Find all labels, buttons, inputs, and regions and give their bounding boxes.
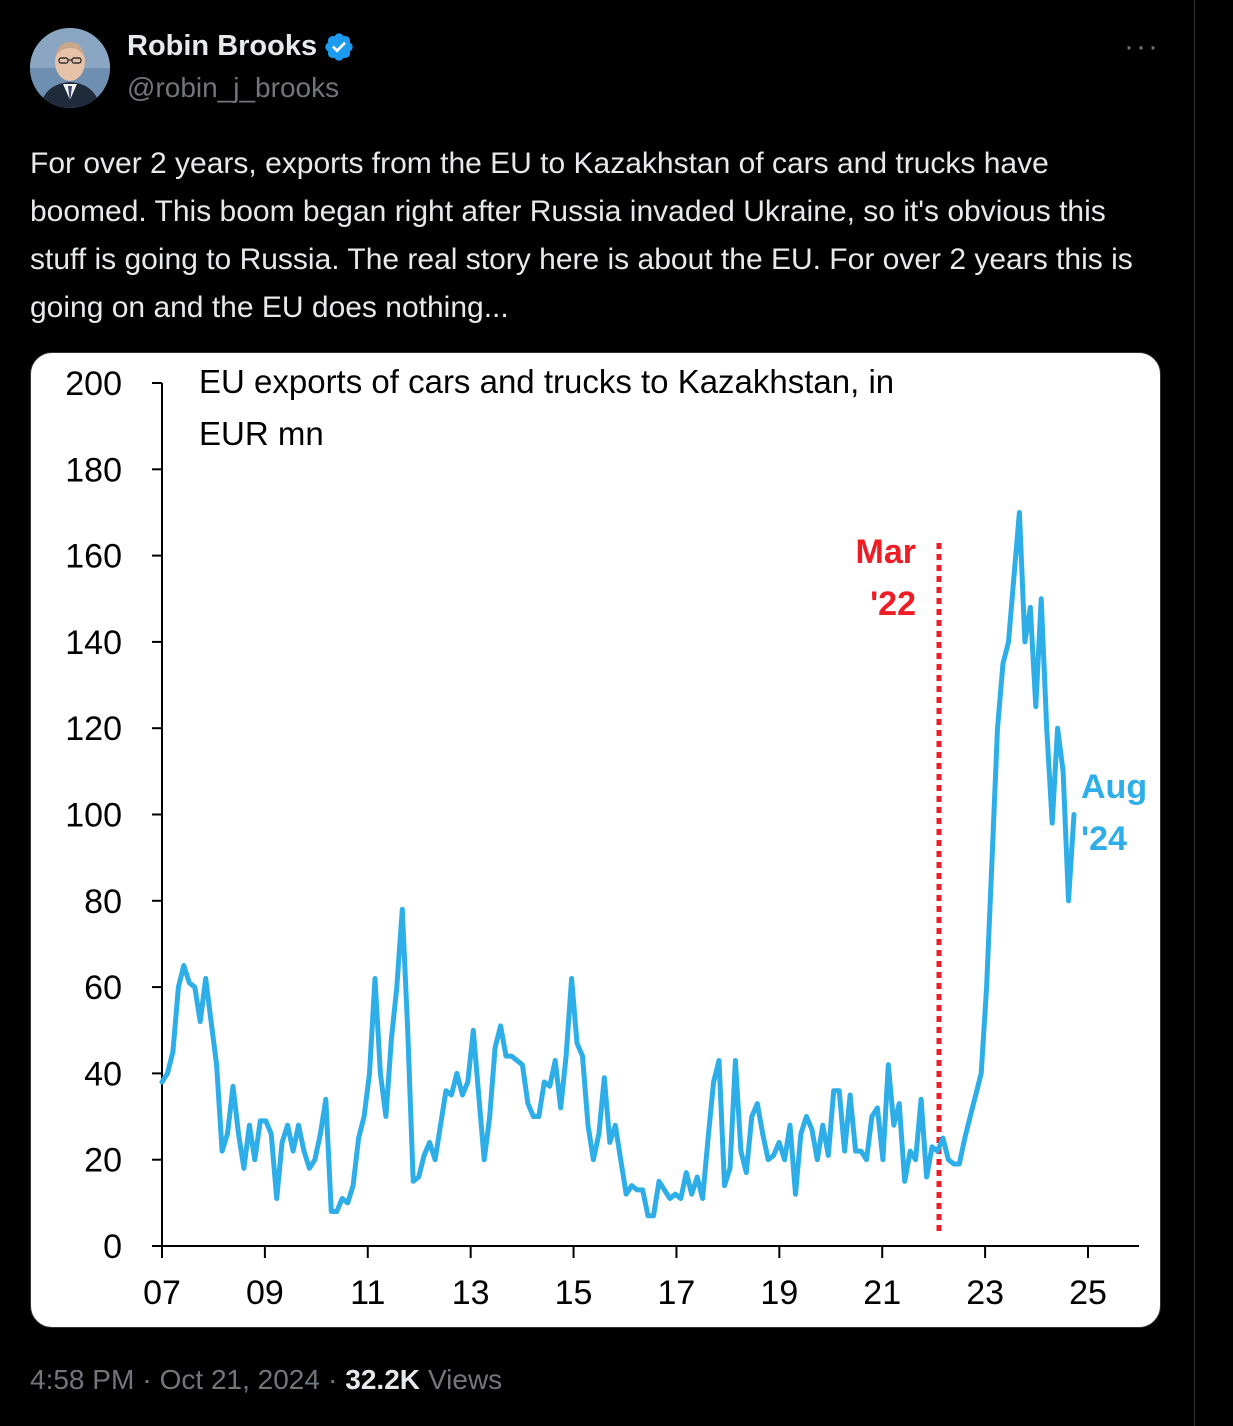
tweet-meta: 4:58 PM · Oct 21, 2024 · 32.2K Views [30,1364,502,1396]
y-tick-label: 100 [65,797,122,835]
avatar[interactable] [30,28,110,108]
timeline-border [1194,0,1195,1426]
x-tick-label: 11 [350,1274,385,1312]
x-tick-label: 15 [555,1274,593,1312]
avatar-portrait-icon [30,28,110,108]
tweet-text: For over 2 years, exports from the EU to… [30,147,1133,324]
author-name-row: Robin Brooks [127,30,355,63]
y-tick-label: 200 [65,365,122,403]
marker-label: Mar [856,533,916,571]
views-label: Views [428,1364,503,1395]
end-label: Aug [1081,768,1147,806]
y-tick-label: 160 [65,538,122,576]
end-label: '24 [1081,820,1127,858]
y-tick-label: 120 [65,710,122,748]
y-tick-label: 80 [84,883,122,921]
x-tick-label: 19 [760,1274,798,1312]
views-count: 32.2K [345,1364,420,1395]
y-tick-label: 40 [84,1055,122,1093]
marker-label: '22 [870,585,916,623]
y-tick-label: 140 [65,624,122,662]
x-tick-label: 25 [1069,1274,1107,1312]
tweet-date[interactable]: Oct 21, 2024 [159,1364,320,1395]
author-handle[interactable]: @robin_j_brooks [127,72,340,103]
author-display-name[interactable]: Robin Brooks [127,30,318,62]
meta-separator: · [327,1364,338,1395]
chart-image[interactable]: 0 20 40 60 80 100 120 140 160 180 200 07 09 11 13 15 17 1… [30,352,1161,1328]
tweet-time[interactable]: 4:58 PM [30,1364,135,1395]
x-tick-label: 13 [452,1274,490,1312]
x-tick-label: 09 [246,1274,284,1312]
x-tick-label: 17 [658,1274,696,1312]
y-tick-label: 180 [65,451,122,489]
y-tick-label: 0 [103,1228,122,1266]
y-tick-label: 60 [84,969,122,1007]
series-line [159,510,1077,1219]
chart-title-line: EU exports of cars and trucks to Kazakhs… [199,363,894,400]
chart-title-line: EUR mn [199,415,324,452]
y-tick-label: 20 [84,1142,122,1180]
x-tick-label: 07 [143,1274,181,1312]
meta-separator: · [142,1364,152,1395]
more-horizontal-icon[interactable]: ··· [1124,30,1160,63]
verified-badge-icon[interactable] [323,31,355,63]
line-chart: 0 20 40 60 80 100 120 140 160 180 200 07 09 11 13 15 17 1… [65,363,1147,1312]
x-tick-label: 23 [966,1274,1004,1312]
x-tick-label: 21 [863,1274,901,1312]
